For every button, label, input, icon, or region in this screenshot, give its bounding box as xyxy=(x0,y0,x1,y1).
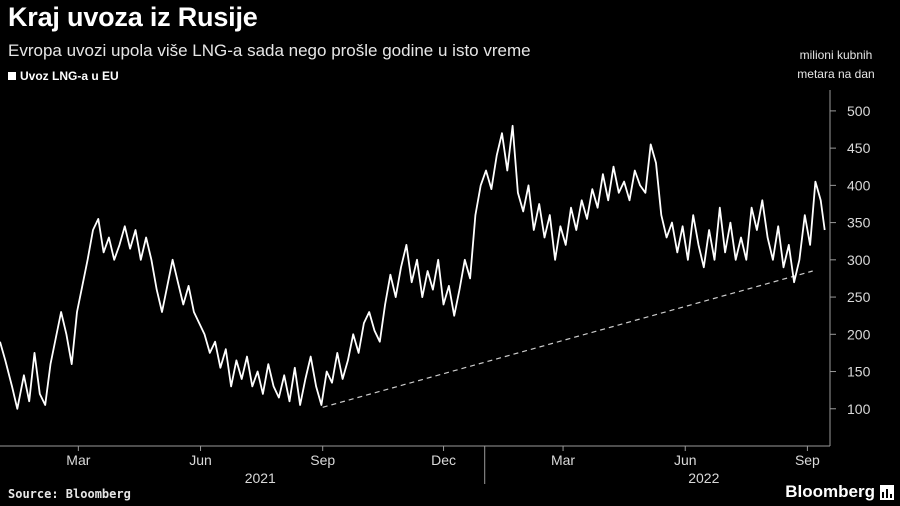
y-tick-label: 400 xyxy=(847,177,871,193)
brand-logo: Bloomberg xyxy=(785,482,894,502)
unit-label-line-1: milioni kubnih xyxy=(799,48,873,62)
chart-title: Kraj uvoza iz Rusije xyxy=(8,2,258,32)
y-tick-label: 300 xyxy=(847,252,871,268)
year-label: 2022 xyxy=(688,470,719,486)
x-tick-label: Jun xyxy=(189,452,212,468)
axis-layer: 100 150 200 250 300 350 400 450 500 Mar Jun Sep Dec M… xyxy=(0,90,871,486)
y-tick-label: 450 xyxy=(847,140,871,156)
y-tick-label: 350 xyxy=(847,215,871,231)
source-note: Source: Bloomberg xyxy=(8,487,131,501)
y-tick-label: 500 xyxy=(847,103,871,119)
data-layer xyxy=(0,124,826,410)
x-tick-label: Jun xyxy=(674,452,697,468)
unit-label-line-2: metara na dan xyxy=(797,67,875,81)
year-label: 2021 xyxy=(245,470,276,486)
legend-label: Uvoz LNG-a u EU xyxy=(20,69,119,83)
x-tick-label: Sep xyxy=(310,452,335,468)
legend-swatch xyxy=(8,72,16,80)
y-tick-label: 200 xyxy=(847,326,871,342)
chart-subtitle: Evropa uvozi upola više LNG-a sada nego … xyxy=(8,41,531,60)
y-tick-label: 250 xyxy=(847,289,871,305)
trend-line xyxy=(322,270,813,408)
brand-name: Bloomberg xyxy=(785,482,875,501)
unit-label: milioni kubnih metara na dan xyxy=(786,46,886,84)
x-tick-label: Mar xyxy=(66,452,90,468)
y-tick-label: 100 xyxy=(847,401,871,417)
x-tick-label: Sep xyxy=(795,452,820,468)
legend: Uvoz LNG-a u EU xyxy=(8,69,119,83)
y-tick-label: 150 xyxy=(847,364,871,380)
series-line xyxy=(0,124,826,410)
chart-icon xyxy=(880,484,894,500)
x-tick-label: Mar xyxy=(551,452,575,468)
x-tick-label: Dec xyxy=(431,452,456,468)
